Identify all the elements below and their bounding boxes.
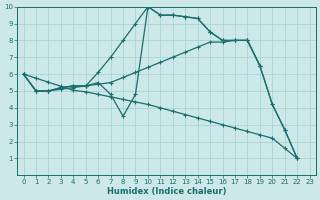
- X-axis label: Humidex (Indice chaleur): Humidex (Indice chaleur): [107, 187, 226, 196]
